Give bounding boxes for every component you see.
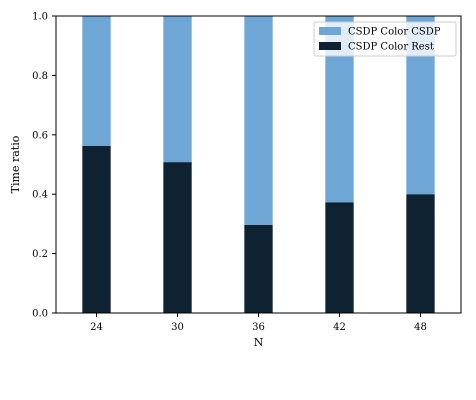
legend-swatch bbox=[319, 42, 341, 50]
bar-rest-36 bbox=[244, 224, 273, 313]
legend-label: CSDP Color CSDP bbox=[348, 27, 441, 38]
bar-csdp-24 bbox=[82, 16, 111, 146]
x-tick-label: 48 bbox=[414, 322, 427, 333]
x-tick-label: 36 bbox=[252, 322, 265, 333]
y-tick-label: 0.6 bbox=[32, 130, 48, 141]
y-tick-label: 0.2 bbox=[32, 249, 48, 260]
bar-rest-48 bbox=[406, 194, 435, 313]
y-axis-label: Time ratio bbox=[9, 135, 22, 193]
y-tick-label: 1.0 bbox=[32, 12, 48, 23]
bars-group bbox=[82, 16, 435, 313]
y-tick-label: 0.0 bbox=[32, 309, 48, 320]
x-tick-label: 30 bbox=[171, 322, 184, 333]
y-tick-label: 0.8 bbox=[32, 71, 48, 82]
legend-box bbox=[313, 21, 457, 57]
bar-csdp-36 bbox=[244, 16, 273, 225]
bar-csdp-30 bbox=[163, 16, 192, 163]
y-tick-label: 0.4 bbox=[32, 190, 48, 201]
x-tick-label: 24 bbox=[90, 322, 103, 333]
legend: CSDP Color CSDP CSDP Color Rest bbox=[313, 21, 457, 57]
x-tick-label: 42 bbox=[333, 322, 346, 333]
legend-swatch bbox=[319, 27, 341, 35]
bar-rest-30 bbox=[163, 162, 192, 313]
y-axis: 0.0 0.2 0.4 0.6 0.8 1.0 bbox=[32, 12, 56, 320]
x-axis: 24 30 36 42 48 bbox=[90, 313, 427, 333]
legend-label: CSDP Color Rest bbox=[348, 42, 434, 53]
x-axis-label: N bbox=[254, 336, 264, 349]
bar-rest-24 bbox=[82, 145, 111, 313]
bar-rest-42 bbox=[325, 202, 354, 313]
